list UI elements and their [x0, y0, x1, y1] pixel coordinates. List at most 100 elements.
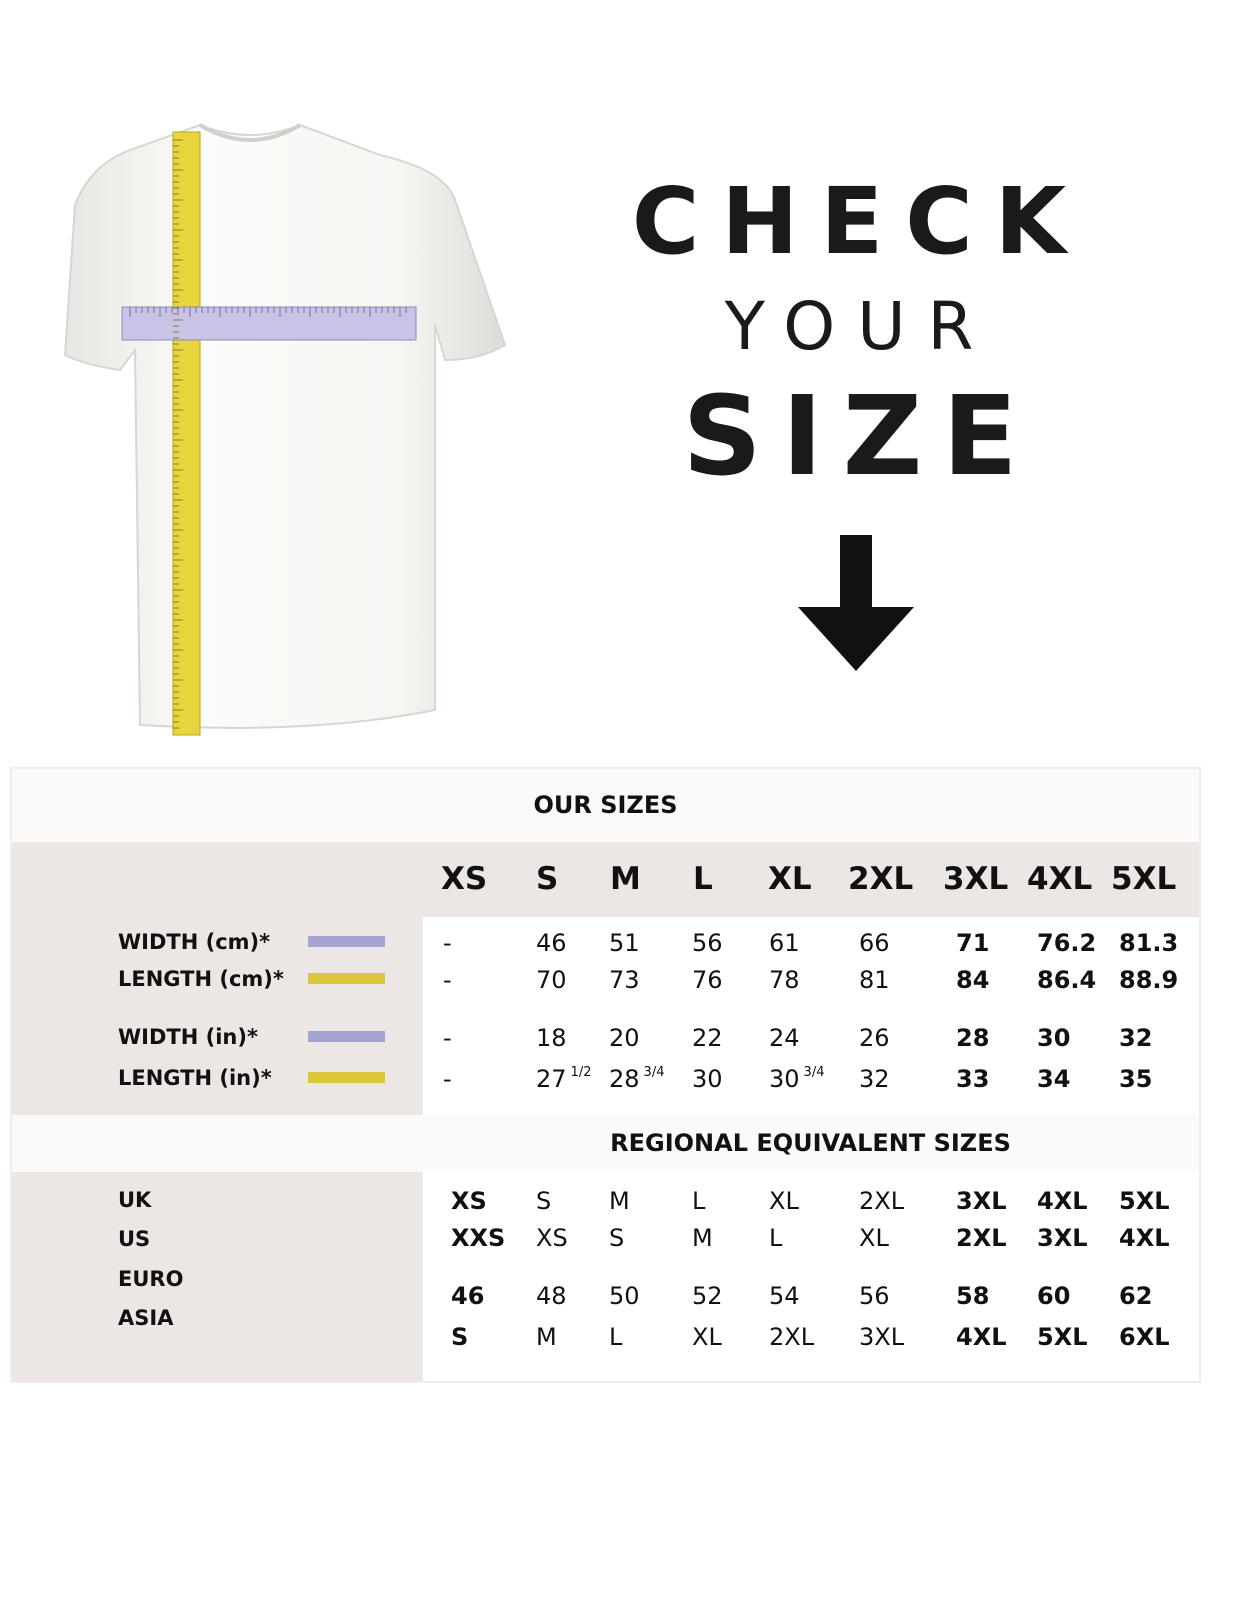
size-header-m: M	[610, 861, 641, 897]
measurement-cell: -	[443, 1065, 452, 1093]
regional-size-cell: M	[692, 1224, 713, 1252]
regional-title: REGIONAL EQUIVALENT SIZES	[12, 1115, 1199, 1172]
regional-size-cell: L	[692, 1187, 706, 1215]
regional-size-cell: 4XL	[956, 1323, 1007, 1351]
measurement-cell: 34	[1037, 1065, 1070, 1093]
measurement-cell: 73	[609, 966, 640, 994]
regional-size-cell: XS	[451, 1187, 487, 1215]
measurement-cell: 81	[859, 966, 890, 994]
heading-your: YOUR	[724, 288, 996, 365]
size-header-2xl: 2XL	[848, 861, 914, 897]
measurement-cell: 30 3/4	[769, 1065, 824, 1093]
regional-size-cell: L	[609, 1323, 623, 1351]
regional-size-cell: 50	[609, 1282, 640, 1310]
regional-size-cell: 3XL	[956, 1187, 1007, 1215]
measurement-cell: 32	[859, 1065, 890, 1093]
cell-value: 27	[536, 1065, 567, 1093]
regional-size-cell: XL	[769, 1187, 799, 1215]
measurement-label: LENGTH (in)*	[118, 1066, 272, 1090]
width-color-swatch	[308, 936, 385, 947]
cell-value: 35	[1119, 1065, 1153, 1093]
arrow-down-icon	[798, 535, 914, 671]
size-header-s: S	[536, 861, 559, 897]
cell-value: 73	[609, 966, 640, 994]
region-label: ASIA	[118, 1306, 174, 1330]
measurement-cell: -	[443, 966, 452, 994]
regional-size-cell: 56	[859, 1282, 890, 1310]
our-sizes-title: OUR SIZES	[12, 769, 1199, 842]
regional-size-cell: 60	[1037, 1282, 1071, 1310]
size-header-xl: XL	[768, 861, 812, 897]
measurement-cell: 20	[609, 1024, 640, 1052]
measurement-cell: 88.9	[1119, 966, 1178, 994]
regional-size-cell: M	[536, 1323, 557, 1351]
cell-value: 20	[609, 1024, 640, 1052]
measurement-cell: 35	[1119, 1065, 1152, 1093]
cell-value: 51	[609, 929, 640, 957]
cell-value: 28	[609, 1065, 640, 1093]
size-header-xs: XS	[441, 861, 488, 897]
cell-value: -	[443, 929, 452, 957]
regional-size-cell: 52	[692, 1282, 723, 1310]
cell-value: 22	[692, 1024, 723, 1052]
measurement-cell: 24	[769, 1024, 800, 1052]
cell-value: 34	[1037, 1065, 1071, 1093]
measurement-cell: 56	[692, 929, 723, 957]
measurement-label: WIDTH (in)*	[118, 1025, 258, 1049]
measurement-cell: 84	[956, 966, 989, 994]
measurement-cell: 61	[769, 929, 800, 957]
measurement-cell: 70	[536, 966, 567, 994]
regional-size-cell: 3XL	[859, 1323, 905, 1351]
cell-value: 30	[769, 1065, 800, 1093]
regional-size-cell: 3XL	[1037, 1224, 1088, 1252]
cell-value: 61	[769, 929, 800, 957]
t-shirt-shape	[63, 123, 507, 729]
cell-value: 70	[536, 966, 567, 994]
cell-value: 30	[1037, 1024, 1071, 1052]
size-header-5xl: 5XL	[1111, 861, 1177, 897]
regional-size-cell: 5XL	[1037, 1323, 1088, 1351]
width-color-swatch	[308, 1031, 385, 1042]
measurement-cell: 30	[692, 1065, 723, 1093]
regional-size-cell: XL	[692, 1323, 722, 1351]
measurement-cell: 33	[956, 1065, 989, 1093]
measurement-cell: 71	[956, 929, 989, 957]
measurement-cell: 18	[536, 1024, 567, 1052]
regional-panel	[423, 1172, 1199, 1381]
measurement-cell: 86.4	[1037, 966, 1096, 994]
cell-value: 26	[859, 1024, 890, 1052]
measurement-cell: 76	[692, 966, 723, 994]
regional-size-cell: M	[609, 1187, 630, 1215]
cell-value: -	[443, 1024, 452, 1052]
measurement-cell: -	[443, 1024, 452, 1052]
size-header-3xl: 3XL	[943, 861, 1009, 897]
regional-size-cell: 48	[536, 1282, 567, 1310]
cell-value: 88.9	[1119, 966, 1179, 994]
regional-size-cell: XS	[536, 1224, 568, 1252]
t-shirt-measurement-illustration	[63, 123, 507, 736]
cell-value: 81.3	[1119, 929, 1179, 957]
cell-value: -	[443, 966, 452, 994]
measurement-cell: 78	[769, 966, 800, 994]
regional-size-cell: 54	[769, 1282, 800, 1310]
cell-value: 78	[769, 966, 800, 994]
regional-size-cell: 4XL	[1119, 1224, 1170, 1252]
cell-value: 33	[956, 1065, 990, 1093]
regional-size-cell: 62	[1119, 1282, 1153, 1310]
length-color-swatch	[308, 973, 385, 984]
measurements-panel	[423, 917, 1199, 1115]
cell-value: 71	[956, 929, 990, 957]
measurement-cell: 26	[859, 1024, 890, 1052]
cell-value: 76.2	[1037, 929, 1097, 957]
cell-value: 24	[769, 1024, 800, 1052]
regional-size-cell: 5XL	[1119, 1187, 1170, 1215]
cell-value: 56	[692, 929, 723, 957]
measurement-cell: 27 1/2	[536, 1065, 591, 1093]
heading-check: CHECK	[631, 168, 1089, 275]
cell-value: 66	[859, 929, 890, 957]
regional-size-cell: 6XL	[1119, 1323, 1170, 1351]
lavender-measuring-tape	[121, 306, 417, 341]
cell-value: 32	[859, 1065, 890, 1093]
measurement-cell: 28	[956, 1024, 989, 1052]
cell-fraction: 3/4	[803, 1065, 825, 1080]
